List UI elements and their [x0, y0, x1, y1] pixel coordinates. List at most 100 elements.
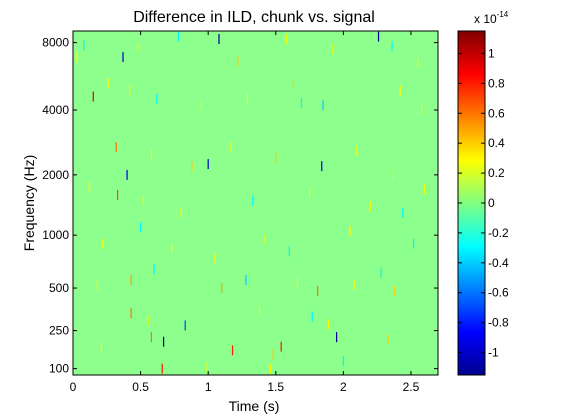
chart-title: Difference in ILD, chunk vs. signal: [133, 9, 375, 26]
colorbar-multiplier: x 10-14: [474, 10, 509, 26]
plot-area: [72, 30, 439, 376]
heatmap-cell: [331, 43, 334, 54]
heatmap-cell: [171, 243, 173, 254]
heatmap-cell: [308, 187, 311, 198]
heatmap-cells: [76, 31, 426, 374]
heatmap-cell: [280, 341, 282, 352]
heatmap-cell: [218, 33, 220, 44]
y-axis: 100 250 500 1000 2000 4000 8000: [42, 36, 438, 376]
colorbar-ticks: -1 -0.8 -0.6 -0.4 -0.2 0 0.2 0.4 0.6 0.8 1: [458, 46, 509, 360]
heatmap-cell: [162, 336, 165, 347]
heatmap-cell: [311, 311, 313, 322]
heatmap-cell: [100, 341, 102, 352]
colorbar-tick-label: 0.4: [488, 136, 505, 150]
x-tick-label: 0: [70, 380, 77, 394]
x-tick-label: 0.5: [132, 380, 149, 394]
heatmap-cell: [150, 332, 153, 343]
colorbar-tick-label: -0.8: [488, 316, 509, 330]
x-tick-label: 2.5: [403, 380, 420, 394]
y-tick-label: 8000: [42, 36, 69, 50]
heatmap-cell: [92, 91, 94, 102]
heatmap-cell: [161, 363, 163, 374]
colorbar-tick-label: 1: [488, 46, 495, 60]
heatmap-cell: [402, 208, 404, 219]
heatmap-cell: [117, 189, 119, 200]
heatmap-cell: [148, 315, 150, 326]
heatmap-cell: [272, 349, 274, 360]
heatmap-cell: [122, 52, 124, 63]
heatmap-cell: [150, 149, 153, 160]
heatmap-cell: [177, 31, 180, 42]
heatmap-cell: [377, 31, 380, 42]
heatmap-cell: [264, 234, 266, 245]
heatmap-cell: [184, 320, 186, 331]
heatmap-cell: [126, 169, 128, 180]
heatmap-cell: [353, 280, 355, 291]
heatmap-cell: [296, 277, 299, 288]
x-tick-label: 1: [205, 380, 212, 394]
heatmap-cell: [76, 52, 78, 63]
colorbar-gradient: [457, 30, 486, 376]
heatmap-cell: [231, 345, 234, 356]
colorbar-tick-label: 0: [488, 196, 495, 210]
x-axis-label: Time (s): [229, 398, 280, 414]
heatmap-background: [73, 31, 438, 375]
y-tick-label: 250: [49, 324, 69, 338]
heatmap-cell: [246, 93, 248, 104]
heatmap-cell: [156, 93, 158, 104]
heatmap-cell: [137, 42, 139, 53]
heatmap-cell: [237, 56, 239, 67]
heatmap-cell: [83, 40, 85, 51]
colorbar-tick-label: -0.2: [488, 226, 509, 240]
heatmap-cell: [130, 308, 132, 319]
heatmap-cell: [327, 319, 330, 330]
y-tick-label: 500: [49, 281, 69, 295]
heatmap-cell: [88, 181, 90, 192]
x-axis: 0 0.5 1 1.5 2 2.5: [70, 31, 420, 394]
heatmap-cell: [139, 222, 142, 233]
heatmap-cell: [413, 238, 415, 249]
heatmap-cell: [336, 332, 338, 343]
colorbar-tick-label: 0.2: [488, 166, 505, 180]
heatmap-cell: [102, 238, 104, 249]
heatmap-cell: [288, 246, 290, 257]
heatmap-cell: [153, 264, 155, 275]
heatmap-cell: [369, 201, 372, 212]
heatmap-cell: [129, 85, 131, 96]
heatmap-cell: [180, 208, 182, 219]
colorbar-tick-label: 0.8: [488, 76, 505, 90]
heatmap-cell: [387, 334, 389, 345]
heatmap-cell: [342, 356, 344, 367]
y-tick-label: 4000: [42, 103, 69, 117]
heatmap-cell: [421, 105, 423, 116]
heatmap-cell: [96, 280, 98, 291]
heatmap-cell: [394, 285, 396, 296]
heatmap-cell: [285, 33, 288, 44]
heatmap-cell: [191, 161, 193, 172]
colorbar-tick-label: -0.6: [488, 286, 509, 300]
heatmap-cell: [322, 100, 324, 111]
x-tick-label: 1.5: [267, 380, 284, 394]
y-axis-label: Frequency (Hz): [21, 155, 37, 251]
heatmap-cell: [245, 275, 247, 286]
colorbar: -1 -0.8 -0.6 -0.4 -0.2 0 0.2 0.4 0.6 0.8 1 x 10-14: [457, 10, 509, 376]
plot-frame: [72, 30, 439, 376]
heatmap-cell: [269, 363, 271, 374]
heatmap-cell: [207, 159, 209, 170]
heatmap-cell: [275, 153, 277, 164]
heatmap-cell: [252, 195, 254, 206]
heatmap-cell: [417, 57, 419, 68]
heatmap-cell: [423, 184, 426, 195]
heatmap-cell: [221, 283, 223, 294]
heatmap-cell: [142, 195, 144, 206]
heatmap-cell: [391, 41, 393, 52]
heatmap-cell: [317, 285, 319, 296]
colorbar-tick-label: -0.4: [488, 256, 509, 270]
heatmap-cell: [258, 306, 261, 317]
heatmap-cell: [230, 142, 232, 153]
heatmap-cell: [356, 145, 358, 156]
heatmap-cell: [206, 362, 208, 373]
heatmap-cell: [321, 161, 323, 172]
heatmap-cell: [130, 275, 132, 286]
heatmap-cell: [300, 98, 303, 109]
